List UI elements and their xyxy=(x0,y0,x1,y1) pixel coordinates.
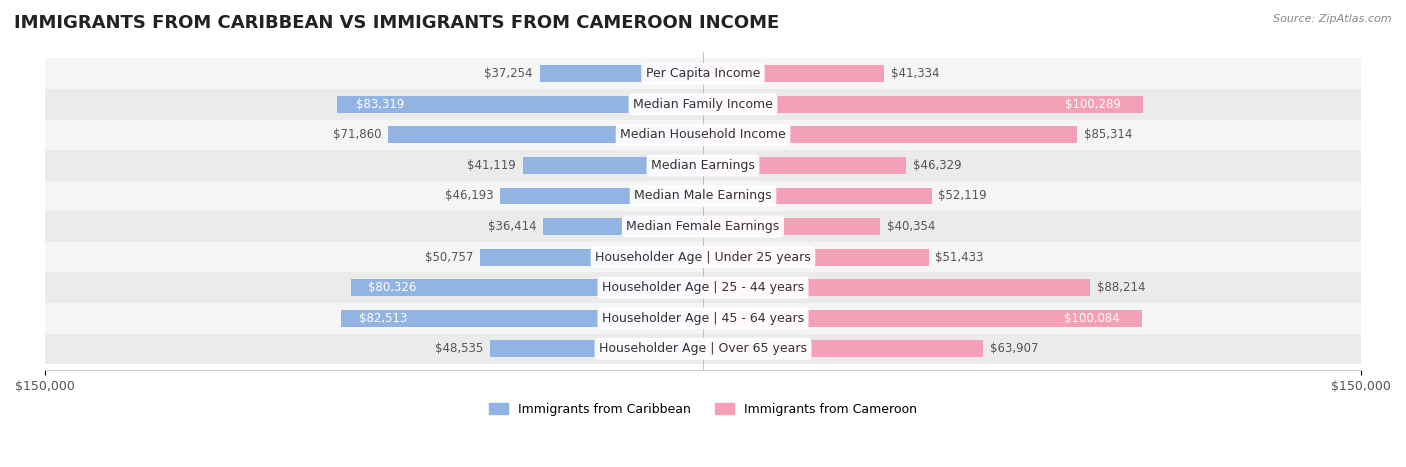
Text: $100,084: $100,084 xyxy=(1064,312,1121,325)
Bar xyxy=(337,96,703,113)
Text: Median Household Income: Median Household Income xyxy=(620,128,786,142)
Text: $50,757: $50,757 xyxy=(426,251,474,263)
Bar xyxy=(45,211,1361,242)
Bar xyxy=(45,181,1361,211)
Text: $85,314: $85,314 xyxy=(1084,128,1132,142)
Text: Median Family Income: Median Family Income xyxy=(633,98,773,111)
Text: Householder Age | 45 - 64 years: Householder Age | 45 - 64 years xyxy=(602,312,804,325)
Bar xyxy=(703,310,1142,326)
Text: $48,535: $48,535 xyxy=(436,342,484,355)
Bar xyxy=(45,272,1361,303)
Bar xyxy=(491,340,703,357)
Text: IMMIGRANTS FROM CARIBBEAN VS IMMIGRANTS FROM CAMEROON INCOME: IMMIGRANTS FROM CARIBBEAN VS IMMIGRANTS … xyxy=(14,14,779,32)
Bar xyxy=(703,218,880,235)
Text: $36,414: $36,414 xyxy=(488,220,537,233)
Text: $83,319: $83,319 xyxy=(356,98,404,111)
Text: $46,193: $46,193 xyxy=(446,190,494,203)
Bar xyxy=(543,218,703,235)
Bar xyxy=(45,303,1361,333)
Legend: Immigrants from Caribbean, Immigrants from Cameroon: Immigrants from Caribbean, Immigrants fr… xyxy=(484,398,922,421)
Bar xyxy=(45,89,1361,120)
Bar xyxy=(45,120,1361,150)
Text: Median Male Earnings: Median Male Earnings xyxy=(634,190,772,203)
Text: $37,254: $37,254 xyxy=(485,67,533,80)
Bar xyxy=(45,242,1361,272)
Text: Per Capita Income: Per Capita Income xyxy=(645,67,761,80)
Bar xyxy=(481,249,703,266)
Text: $63,907: $63,907 xyxy=(990,342,1039,355)
Text: Householder Age | Over 65 years: Householder Age | Over 65 years xyxy=(599,342,807,355)
Text: $71,860: $71,860 xyxy=(333,128,381,142)
Bar xyxy=(703,188,932,205)
Bar xyxy=(501,188,703,205)
Bar xyxy=(703,65,884,82)
Text: Median Earnings: Median Earnings xyxy=(651,159,755,172)
Bar xyxy=(540,65,703,82)
Bar xyxy=(523,157,703,174)
Text: $41,334: $41,334 xyxy=(891,67,939,80)
Text: $51,433: $51,433 xyxy=(935,251,984,263)
Bar xyxy=(388,127,703,143)
Text: $88,214: $88,214 xyxy=(1097,281,1144,294)
Text: $46,329: $46,329 xyxy=(912,159,962,172)
Bar xyxy=(703,127,1077,143)
Bar xyxy=(703,279,1090,296)
Text: $100,289: $100,289 xyxy=(1066,98,1121,111)
Bar xyxy=(45,150,1361,181)
Bar xyxy=(703,157,907,174)
Bar xyxy=(350,279,703,296)
Bar xyxy=(45,333,1361,364)
Text: Householder Age | Under 25 years: Householder Age | Under 25 years xyxy=(595,251,811,263)
Bar xyxy=(703,249,928,266)
Text: $40,354: $40,354 xyxy=(887,220,935,233)
Text: Source: ZipAtlas.com: Source: ZipAtlas.com xyxy=(1274,14,1392,24)
Text: $52,119: $52,119 xyxy=(938,190,987,203)
Text: Median Female Earnings: Median Female Earnings xyxy=(627,220,779,233)
Bar xyxy=(703,340,983,357)
Text: $82,513: $82,513 xyxy=(359,312,408,325)
Text: $41,119: $41,119 xyxy=(467,159,516,172)
Bar xyxy=(342,310,703,326)
Bar xyxy=(703,96,1143,113)
Text: $80,326: $80,326 xyxy=(368,281,416,294)
Text: Householder Age | 25 - 44 years: Householder Age | 25 - 44 years xyxy=(602,281,804,294)
Bar xyxy=(45,58,1361,89)
